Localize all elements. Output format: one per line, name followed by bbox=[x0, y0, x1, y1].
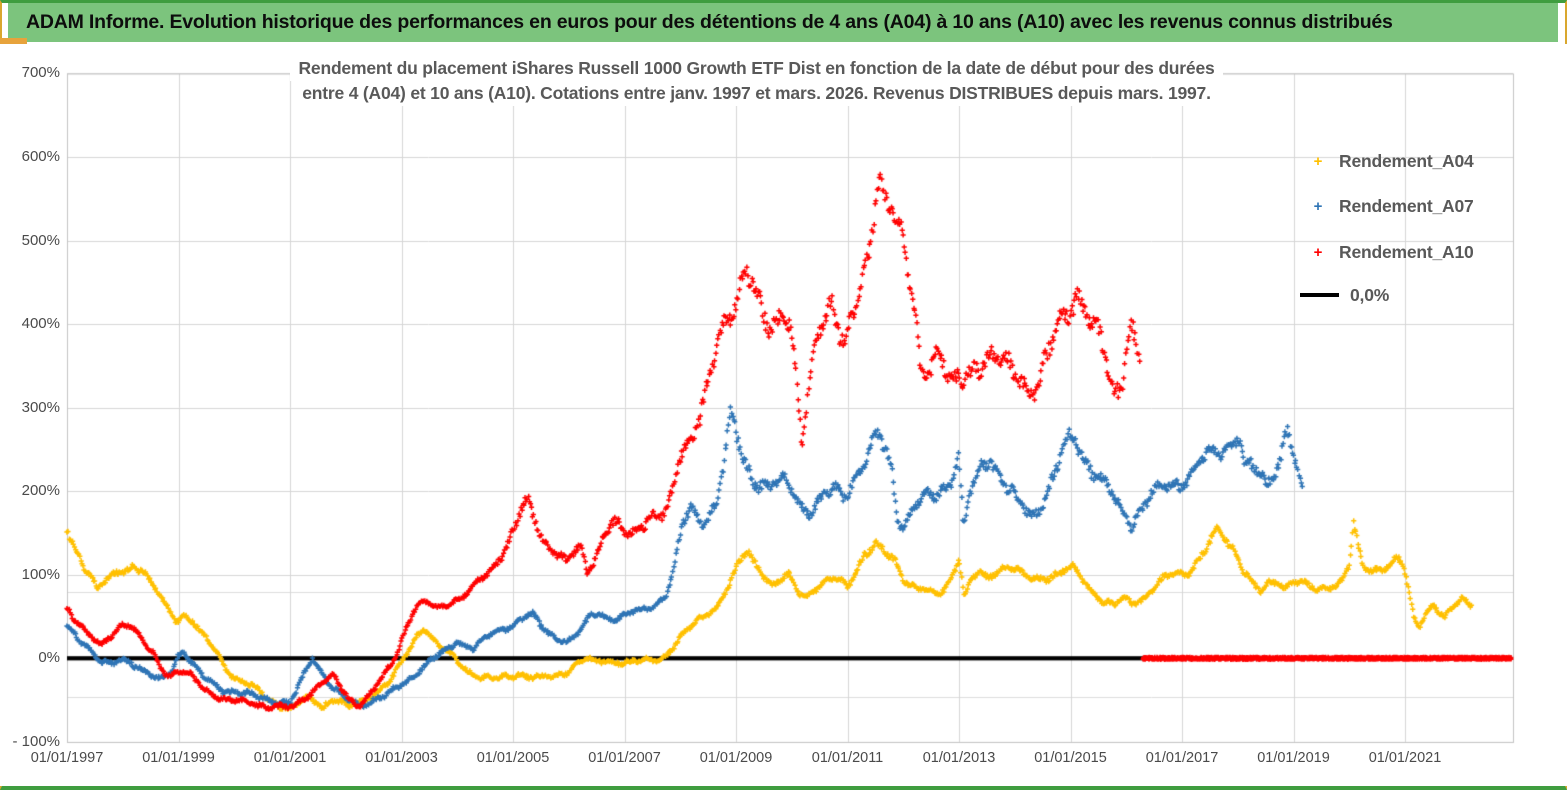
legend-plus-marker: + bbox=[1313, 197, 1323, 215]
legend-plus-marker: + bbox=[1313, 152, 1323, 170]
legend-item-a10[interactable]: + Rendement_A10 bbox=[1300, 239, 1474, 265]
legend-item-a07[interactable]: + Rendement_A07 bbox=[1300, 193, 1474, 219]
header-selection-tab bbox=[0, 38, 27, 44]
legend-line-marker bbox=[1300, 293, 1339, 297]
x-axis-tick-label: 01/01/2011 bbox=[811, 750, 884, 766]
y-axis-tick-label: 300% bbox=[21, 398, 60, 416]
x-axis-tick-label: 01/01/2021 bbox=[1368, 750, 1442, 766]
x-axis-tick-label: 01/01/2015 bbox=[1034, 750, 1107, 766]
chart-plot-canvas bbox=[0, 44, 1567, 790]
y-axis-tick-label: 400% bbox=[21, 315, 60, 333]
header-bar: ADAM Informe. Evolution historique des p… bbox=[8, 3, 1558, 42]
legend-label: Rendement_A07 bbox=[1339, 195, 1474, 216]
x-axis-tick-label: 01/01/2003 bbox=[365, 750, 438, 766]
header-title: ADAM Informe. Evolution historique des p… bbox=[26, 11, 1393, 33]
legend-label: Rendement_A04 bbox=[1339, 150, 1474, 171]
chart-area[interactable] bbox=[0, 44, 1567, 790]
x-axis-tick-label: 01/01/2019 bbox=[1257, 750, 1330, 766]
chart-title: Rendement du placement iShares Russell 1… bbox=[0, 56, 1513, 106]
chart-title-line1: Rendement du placement iShares Russell 1… bbox=[290, 56, 1223, 81]
legend-label: Rendement_A10 bbox=[1339, 241, 1474, 262]
y-axis-tick-label: 0% bbox=[38, 649, 60, 667]
legend-item-zero[interactable]: 0,0% bbox=[1300, 282, 1389, 308]
x-axis-tick-label: 01/01/2007 bbox=[588, 750, 661, 766]
x-axis-tick-label: 01/01/2009 bbox=[699, 750, 773, 766]
legend-item-a04[interactable]: + Rendement_A04 bbox=[1300, 148, 1474, 174]
y-axis-tick-label: 100% bbox=[21, 565, 60, 583]
chart-title-line2: entre 4 (A04) et 10 ans (A10). Cotations… bbox=[294, 81, 1219, 106]
y-axis-tick-label: 700% bbox=[21, 64, 60, 82]
y-axis-tick-label: 500% bbox=[21, 231, 60, 249]
x-axis-tick-label: 01/01/1997 bbox=[30, 750, 104, 766]
x-axis-tick-label: 01/01/2005 bbox=[476, 750, 550, 766]
y-axis-tick-label: 600% bbox=[21, 148, 60, 165]
legend-plus-marker: + bbox=[1313, 243, 1323, 261]
x-axis-tick-label: 01/01/2013 bbox=[922, 750, 996, 766]
legend-label: 0,0% bbox=[1350, 284, 1390, 305]
y-axis-tick-label: 200% bbox=[21, 482, 60, 500]
x-axis-tick-label: 01/01/2017 bbox=[1145, 750, 1219, 766]
x-axis-tick-label: 01/01/2001 bbox=[253, 750, 327, 766]
x-axis-tick-label: 01/01/1999 bbox=[142, 750, 215, 766]
y-axis-tick-label: - 100% bbox=[12, 732, 60, 750]
